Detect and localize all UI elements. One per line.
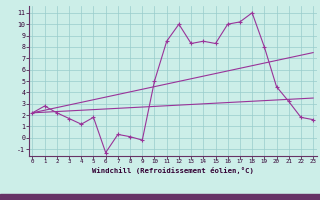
X-axis label: Windchill (Refroidissement éolien,°C): Windchill (Refroidissement éolien,°C) [92,167,254,174]
